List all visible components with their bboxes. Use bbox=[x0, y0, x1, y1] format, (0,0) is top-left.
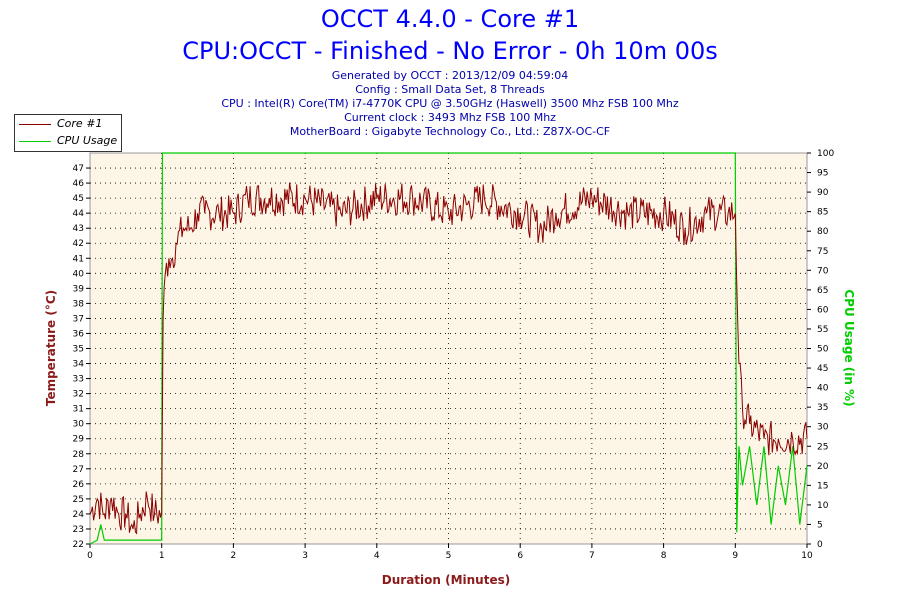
y-right-tick-label-70: 70 bbox=[817, 266, 829, 276]
chart-subtitle: CPU:OCCT - Finished - No Error - 0h 10m … bbox=[182, 37, 718, 65]
y-left-tick-label-23: 23 bbox=[73, 525, 84, 535]
y-right-tick-label-90: 90 bbox=[817, 188, 829, 198]
y-right-tick-label-50: 50 bbox=[817, 345, 829, 355]
y-right-tick-label-20: 20 bbox=[817, 462, 829, 472]
y-axis-right-label: CPU Usage (in %) bbox=[842, 289, 856, 406]
y-left-tick-label-28: 28 bbox=[73, 450, 85, 460]
x-tick-label-8: 8 bbox=[661, 551, 667, 561]
y-right-tick-label-15: 15 bbox=[817, 481, 828, 491]
y-left-tick-label-39: 39 bbox=[73, 284, 85, 294]
legend-swatch-core bbox=[19, 124, 51, 125]
legend-swatch-usage bbox=[19, 141, 51, 142]
x-tick-label-9: 9 bbox=[732, 551, 738, 561]
y-left-tick-label-45: 45 bbox=[73, 194, 84, 204]
x-tick-label-10: 10 bbox=[801, 551, 813, 561]
y-left-tick-label-40: 40 bbox=[73, 269, 85, 279]
x-tick-label-3: 3 bbox=[302, 551, 308, 561]
x-tick-label-4: 4 bbox=[374, 551, 380, 561]
y-right-tick-label-75: 75 bbox=[817, 247, 828, 257]
y-left-tick-label-31: 31 bbox=[73, 405, 84, 415]
y-left-tick-label-30: 30 bbox=[73, 420, 85, 430]
y-right-tick-label-35: 35 bbox=[817, 403, 828, 413]
y-left-tick-label-37: 37 bbox=[73, 314, 84, 324]
y-right-tick-label-0: 0 bbox=[817, 540, 823, 550]
y-left-tick-label-22: 22 bbox=[73, 540, 84, 550]
chart-title: OCCT 4.4.0 - Core #1 bbox=[320, 5, 580, 33]
y-left-tick-label-24: 24 bbox=[73, 510, 85, 520]
info-cpu: CPU : Intel(R) Core(TM) i7-4770K CPU @ 3… bbox=[221, 97, 679, 110]
y-left-tick-label-42: 42 bbox=[73, 239, 84, 249]
x-tick-label-1: 1 bbox=[159, 551, 165, 561]
y-left-tick-label-43: 43 bbox=[73, 224, 84, 234]
y-left-tick-label-34: 34 bbox=[73, 360, 85, 370]
y-right-tick-label-65: 65 bbox=[817, 286, 828, 296]
y-left-tick-label-27: 27 bbox=[73, 465, 84, 475]
info-generated: Generated by OCCT : 2013/12/09 04:59:04 bbox=[331, 69, 569, 82]
y-left-tick-label-33: 33 bbox=[73, 375, 84, 385]
y-left-tick-label-36: 36 bbox=[73, 329, 85, 339]
y-right-tick-label-85: 85 bbox=[817, 208, 828, 218]
x-tick-label-2: 2 bbox=[231, 551, 237, 561]
series-core1-line bbox=[89, 182, 808, 535]
y-right-tick-label-30: 30 bbox=[817, 423, 829, 433]
y-left-tick-label-35: 35 bbox=[73, 345, 84, 355]
y-right-tick-label-95: 95 bbox=[817, 169, 828, 179]
y-right-tick-label-80: 80 bbox=[817, 227, 829, 237]
y-left-tick-label-32: 32 bbox=[73, 390, 84, 400]
ticks: 0 1 2 3 4 5 6 7 8 9 102223242526272829303132333435… bbox=[73, 149, 835, 561]
y-right-tick-label-60: 60 bbox=[817, 305, 829, 315]
x-tick-label-5: 5 bbox=[446, 551, 452, 561]
y-axis-left-label: Temperature (°C) bbox=[44, 290, 58, 406]
info-motherboard: MotherBoard : Gigabyte Technology Co., L… bbox=[289, 125, 611, 138]
legend-label-usage: CPU Usage bbox=[57, 134, 118, 147]
series-cpu-usage-line bbox=[89, 152, 808, 545]
y-right-tick-label-55: 55 bbox=[817, 325, 828, 335]
info-clock: Current clock : 3493 Mhz FSB 100 Mhz bbox=[344, 111, 556, 124]
y-left-tick-label-38: 38 bbox=[73, 299, 85, 309]
y-left-tick-label-44: 44 bbox=[73, 209, 85, 219]
x-tick-label-7: 7 bbox=[589, 551, 595, 561]
y-right-tick-label-10: 10 bbox=[817, 501, 829, 511]
info-config: Config : Small Data Set, 8 Threads bbox=[355, 83, 545, 96]
y-left-tick-label-25: 25 bbox=[73, 495, 84, 505]
y-left-tick-label-46: 46 bbox=[73, 179, 85, 189]
y-right-tick-label-40: 40 bbox=[817, 384, 829, 394]
y-left-tick-label-29: 29 bbox=[73, 435, 85, 445]
y-left-tick-label-47: 47 bbox=[73, 164, 84, 174]
y-left-tick-label-41: 41 bbox=[73, 254, 84, 264]
legend: Core #1 CPU Usage bbox=[14, 114, 122, 152]
y-right-tick-label-25: 25 bbox=[817, 442, 828, 452]
y-right-tick-label-100: 100 bbox=[817, 149, 834, 159]
y-right-tick-label-5: 5 bbox=[817, 520, 823, 530]
x-tick-label-0: 0 bbox=[87, 551, 93, 561]
y-right-tick-label-45: 45 bbox=[817, 364, 828, 374]
x-tick-label-6: 6 bbox=[517, 551, 523, 561]
legend-label-core: Core #1 bbox=[57, 117, 103, 130]
x-axis-label: Duration (Minutes) bbox=[382, 573, 510, 587]
y-left-tick-label-26: 26 bbox=[73, 480, 85, 490]
